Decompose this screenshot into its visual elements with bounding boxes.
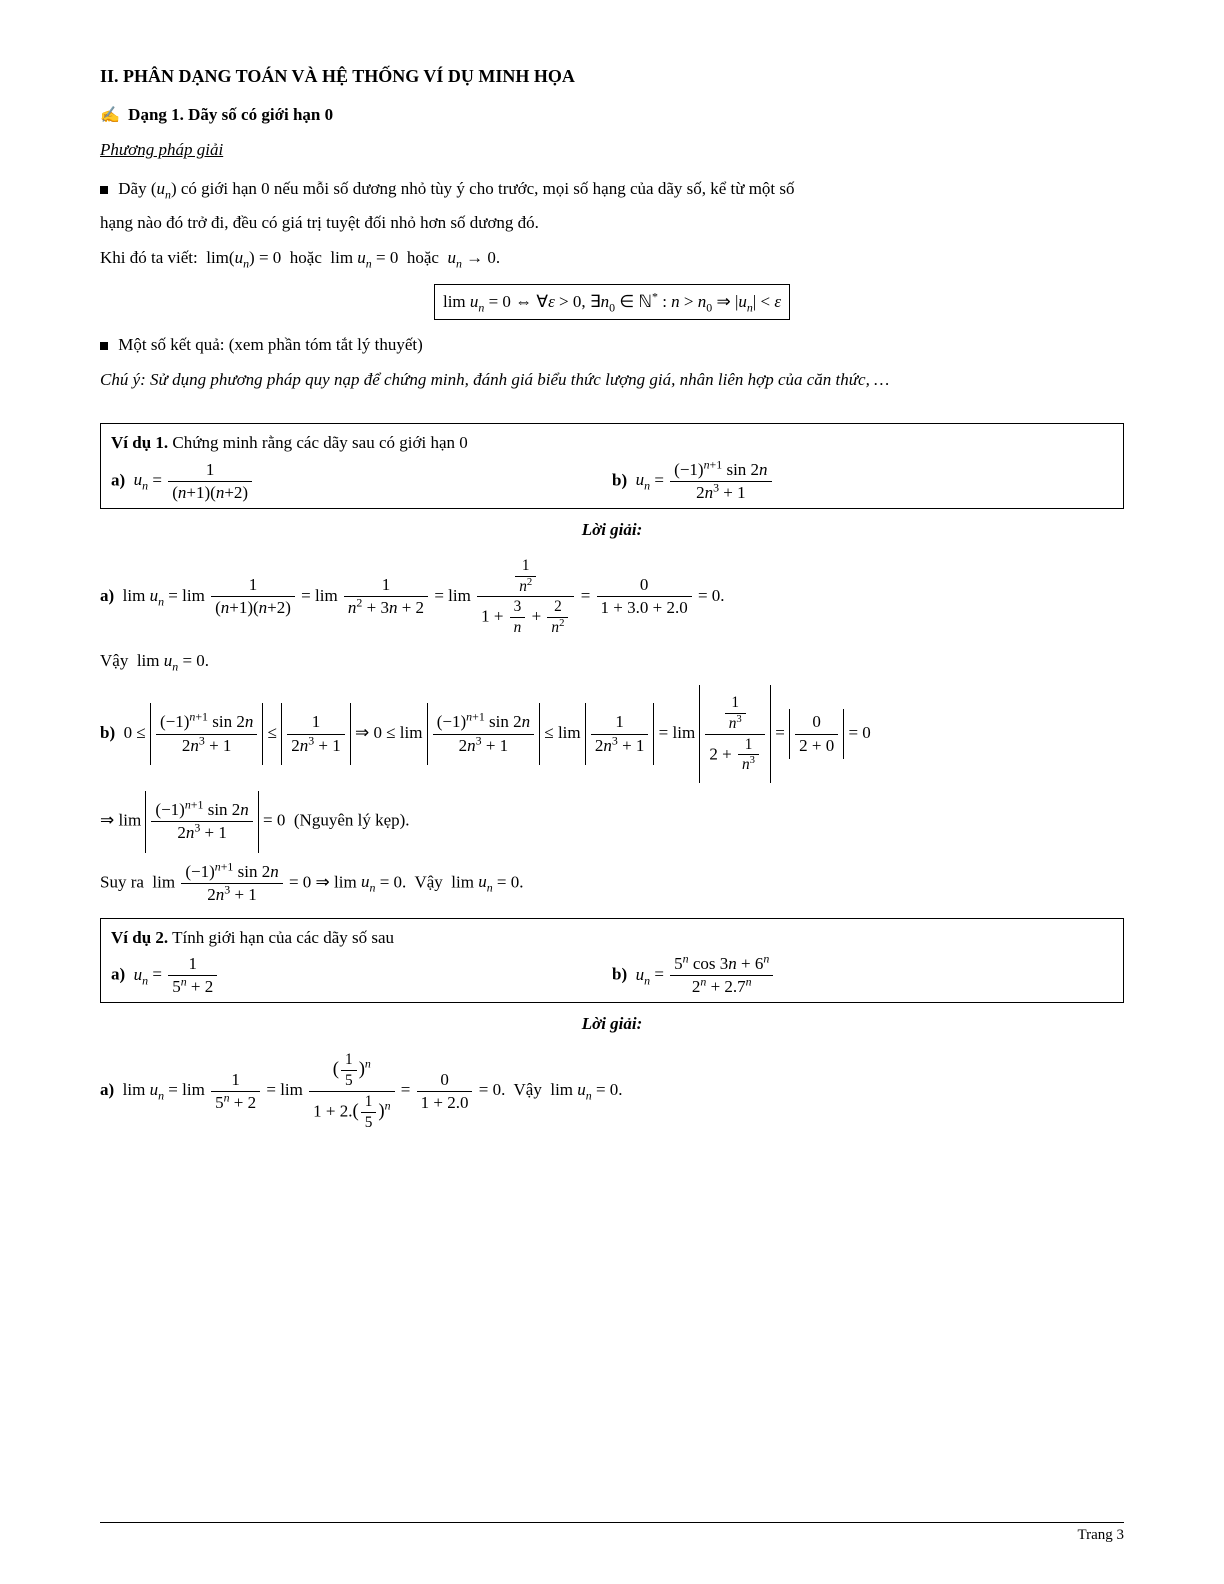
vay-3: Vậy [514, 1080, 542, 1099]
ex1-b: b) un = (−1)n+1 sin 2n2n3 + 1 [612, 459, 1113, 504]
ex1-text: Chứng minh rằng các dãy sau có giới hạn … [172, 433, 467, 452]
sol-1a: a) lim un = lim 1(n+1)(n+2) = lim 1n2 + … [100, 556, 1124, 639]
khi-do-line: Khi đó ta viết: lim(un) = 0 hoặc lim un … [100, 243, 1124, 274]
dang-heading: ✍ Dạng 1. Dãy số có giới hạn 0 [100, 100, 1124, 131]
definition-p1: Dãy (un) có giới hạn 0 nếu mỗi số dương … [100, 174, 1124, 205]
solution-1-header: Lời giải: [100, 515, 1124, 546]
sol-2a: a) lim un = lim 15n + 2 = lim (15)n 1 + … [100, 1050, 1124, 1133]
b-label: b) [612, 470, 627, 489]
solution-2-header: Lời giải: [100, 1009, 1124, 1040]
bullet-icon [100, 186, 108, 194]
ex2-b: b) un = 5n cos 3n + 6n2n + 2.7n [612, 953, 1113, 998]
results-text: Một số kết quả: (xem phần tóm tắt lý thu… [118, 335, 423, 354]
chu-y: Chú ý: Sử dụng phương pháp quy nạp để ch… [100, 365, 1124, 396]
bullet-icon [100, 342, 108, 350]
suy-ra: Suy ra [100, 872, 144, 891]
a-label: a) [111, 470, 125, 489]
a-label: a) [100, 586, 114, 605]
sol-1a-conclusion: Vậy lim un = 0. [100, 646, 1124, 677]
a-label: a) [111, 965, 125, 984]
sol-1b-line2: ⇒ lim (−1)n+1 sin 2n2n3 + 1 = 0 (Nguyên … [100, 791, 1124, 852]
method-heading: Phương pháp giải [100, 135, 1124, 166]
ex2-items: a) un = 15n + 2 b) un = 5n cos 3n + 6n2n… [111, 953, 1113, 998]
hoac-2: hoặc [407, 248, 439, 267]
section-title: II. PHÂN DẠNG TOÁN VÀ HỆ THỐNG VÍ DỤ MIN… [100, 60, 1124, 92]
ex2-text: Tính giới hạn của các dãy số sau [172, 928, 394, 947]
ex1-title: Ví dụ 1. [111, 433, 168, 452]
ex1-a: a) un = 1(n+1)(n+2) [111, 459, 612, 504]
def-1: có giới hạn 0 nếu mỗi số dương nhỏ tùy ý… [181, 179, 795, 198]
a-label: a) [100, 1080, 114, 1099]
epsilon-box: lim un = 0 ⇔ ∀ε > 0, ∃n0 ∈ ℕ* : n > n0 ⇒… [434, 284, 790, 321]
vay-2: Vậy [414, 872, 442, 891]
page-number: Trang 3 [1077, 1527, 1124, 1543]
example-2-box: Ví dụ 2. Tính giới hạn của các dãy số sa… [100, 918, 1124, 1004]
page-footer: Trang 3 [100, 1522, 1124, 1544]
hand-icon: ✍ [100, 107, 120, 124]
sol-1b-conclusion: Suy ra lim (−1)n+1 sin 2n2n3 + 1 = 0 ⇒ l… [100, 861, 1124, 906]
definition-p2: hạng nào đó trở đi, đều có giá trị tuyệt… [100, 208, 1124, 239]
ex2-a: a) un = 15n + 2 [111, 953, 612, 998]
dang-label: Dạng 1. Dãy số có giới hạn 0 [128, 105, 333, 124]
khi-do-text: Khi đó ta viết: [100, 248, 198, 267]
results-line: Một số kết quả: (xem phần tóm tắt lý thu… [100, 330, 1124, 361]
b-label: b) [100, 723, 115, 742]
sol-1b-line1: b) 0 ≤ (−1)n+1 sin 2n2n3 + 1 ≤ 12n3 + 1 … [100, 685, 1124, 784]
example-1-box: Ví dụ 1. Chứng minh rằng các dãy sau có … [100, 423, 1124, 509]
ex1-items: a) un = 1(n+1)(n+2) b) un = (−1)n+1 sin … [111, 459, 1113, 504]
ex1-prompt: Ví dụ 1. Chứng minh rằng các dãy sau có … [111, 428, 1113, 459]
epsilon-box-row: lim un = 0 ⇔ ∀ε > 0, ∃n0 ∈ ℕ* : n > n0 ⇒… [100, 278, 1124, 327]
day-text: Dãy [118, 179, 146, 198]
nguyen-ly: (Nguyên lý kẹp). [294, 811, 410, 830]
vay-1: Vậy [100, 651, 128, 670]
ex2-title: Ví dụ 2. [111, 928, 168, 947]
ex2-prompt: Ví dụ 2. Tính giới hạn của các dãy số sa… [111, 923, 1113, 954]
b-label: b) [612, 965, 627, 984]
hoac-1: hoặc [290, 248, 322, 267]
